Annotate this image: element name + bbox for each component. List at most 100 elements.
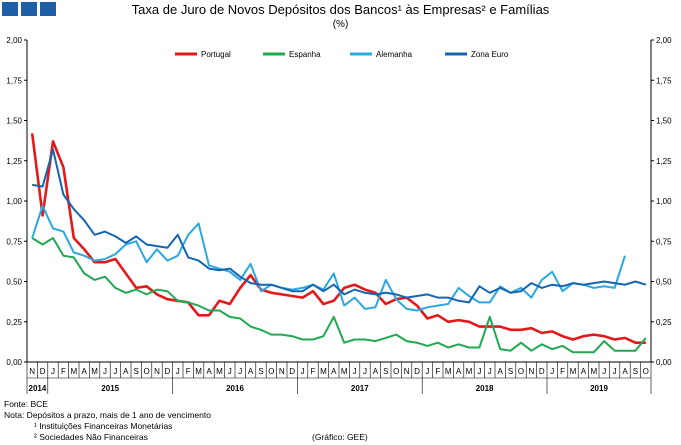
- x-tick-label: J: [176, 367, 180, 376]
- x-tick-label: S: [258, 367, 263, 376]
- x-tick-label: D: [414, 367, 420, 376]
- series-line-alemanha: [31, 204, 626, 312]
- logo-square: [21, 2, 37, 16]
- x-tick-label: O: [518, 367, 524, 376]
- y-tick-label-left: 0,00: [6, 358, 22, 367]
- x-tick-label: N: [529, 367, 535, 376]
- footnote-1: ¹ Instituições Financeiras Monetárias: [34, 421, 173, 431]
- x-tick-label: S: [508, 367, 513, 376]
- y-tick-label-right: 0,00: [656, 358, 672, 367]
- year-label: 2019: [590, 384, 608, 393]
- x-tick-label: O: [143, 367, 149, 376]
- y-tick-label-left: 0,25: [6, 318, 22, 327]
- y-tick-label-left: 0,75: [6, 237, 22, 246]
- chart-credit: (Gráfico: GEE): [312, 432, 368, 442]
- series-line-espanha: [31, 237, 647, 354]
- x-tick-label: M: [91, 367, 98, 376]
- chart-subtitle: (%): [332, 19, 349, 30]
- x-tick-label: M: [341, 367, 348, 376]
- x-tick-label: F: [435, 367, 440, 376]
- y-tick-label-right: 0,75: [656, 237, 672, 246]
- series-line-portugal: [30, 133, 646, 344]
- x-tick-label: A: [581, 367, 587, 376]
- x-tick-label: M: [445, 367, 452, 376]
- x-tick-label: A: [622, 367, 628, 376]
- notes-block: Fonte: BCE Nota: Depósitos a prazo, mais…: [4, 399, 211, 443]
- x-tick-label: J: [228, 367, 232, 376]
- x-tick-label: F: [61, 367, 66, 376]
- footnote-2: ² Sociedades Não Financeiras: [34, 432, 148, 442]
- x-tick-label: J: [488, 367, 492, 376]
- line-chart: 0,00 0,00 0,25 0,25 0,50 0,50 0,75 0,75 1,00 1,00…: [6, 36, 672, 394]
- y-tick-label-left: 1,25: [6, 157, 22, 166]
- y-tick-label-left: 2,00: [6, 36, 22, 45]
- year-label: 2018: [476, 384, 494, 393]
- legend-label-alemanha: Alemanha: [376, 50, 413, 59]
- x-tick-label: M: [590, 367, 597, 376]
- x-tick-label: O: [268, 367, 274, 376]
- logo-square: [40, 2, 56, 16]
- legend-label-portugal: Portugal: [201, 50, 231, 59]
- x-tick-label: J: [363, 367, 367, 376]
- x-tick-label: M: [70, 367, 77, 376]
- y-tick-label-right: 2,00: [656, 36, 672, 45]
- x-tick-label: J: [477, 367, 481, 376]
- x-tick-label: A: [498, 367, 504, 376]
- x-tick-label: J: [51, 367, 55, 376]
- year-label: 2017: [351, 384, 369, 393]
- x-tick-label: J: [613, 367, 617, 376]
- x-tick-label: N: [154, 367, 160, 376]
- x-tick-label: M: [570, 367, 577, 376]
- x-tick-label: O: [393, 367, 399, 376]
- x-tick-label: D: [289, 367, 295, 376]
- x-tick-label: O: [643, 367, 649, 376]
- method-note: Nota: Depósitos a prazo, mais de 1 ano d…: [4, 410, 211, 420]
- x-tick-label: M: [216, 367, 223, 376]
- brand-logo: [2, 2, 56, 16]
- x-tick-label: J: [103, 367, 107, 376]
- x-tick-label: A: [456, 367, 462, 376]
- x-tick-label: J: [602, 367, 606, 376]
- x-tick-label: A: [82, 367, 88, 376]
- y-tick-label-right: 1,75: [656, 76, 672, 85]
- x-tick-label: F: [560, 367, 565, 376]
- y-tick-label-right: 1,50: [656, 117, 672, 126]
- chart-title: Taxa de Juro de Novos Depósitos dos Banc…: [131, 2, 550, 17]
- x-tick-label: J: [301, 367, 305, 376]
- x-tick-label: N: [29, 367, 35, 376]
- x-tick-label: S: [383, 367, 388, 376]
- x-tick-label: S: [134, 367, 139, 376]
- year-label: 2015: [101, 384, 119, 393]
- x-tick-label: N: [279, 367, 285, 376]
- y-tick-label-left: 1,50: [6, 117, 22, 126]
- x-tick-label: N: [404, 367, 410, 376]
- y-tick-label-left: 1,00: [6, 197, 22, 206]
- series-line-zona-euro: [32, 148, 647, 304]
- x-tick-label: M: [466, 367, 473, 376]
- x-tick-label: M: [195, 367, 202, 376]
- logo-square: [2, 2, 18, 16]
- x-tick-label: D: [539, 367, 545, 376]
- x-tick-label: A: [206, 367, 212, 376]
- x-tick-label: A: [373, 367, 379, 376]
- x-tick-label: J: [238, 367, 242, 376]
- x-tick-label: A: [331, 367, 337, 376]
- x-tick-label: M: [320, 367, 327, 376]
- y-tick-label-right: 1,25: [656, 157, 672, 166]
- y-tick-label-left: 1,75: [6, 76, 22, 85]
- x-tick-label: A: [123, 367, 129, 376]
- y-tick-label-right: 0,25: [656, 318, 672, 327]
- x-tick-label: F: [186, 367, 191, 376]
- y-tick-label-left: 0,50: [6, 278, 22, 287]
- y-tick-label-right: 0,50: [656, 278, 672, 287]
- x-tick-label: J: [550, 367, 554, 376]
- legend-label-zona-euro: Zona Euro: [471, 50, 509, 59]
- legend-label-espanha: Espanha: [289, 50, 321, 59]
- source-note: Fonte: BCE: [4, 399, 48, 409]
- x-tick-label: D: [165, 367, 171, 376]
- year-label: 2016: [226, 384, 244, 393]
- x-tick-label: S: [633, 367, 638, 376]
- x-tick-label: D: [40, 367, 46, 376]
- x-tick-label: F: [311, 367, 316, 376]
- year-label: 2014: [29, 384, 47, 393]
